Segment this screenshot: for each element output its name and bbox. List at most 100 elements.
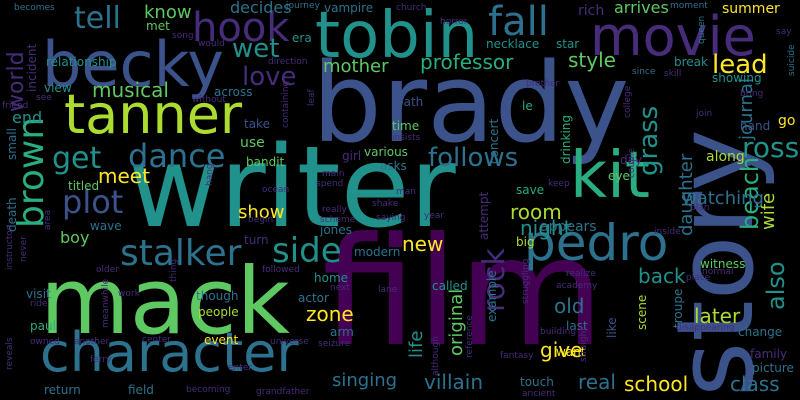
word-picture: picture <box>752 361 794 375</box>
word-brother: brother <box>526 79 560 89</box>
word-ride: ride <box>30 299 48 309</box>
word-pedro: pedro <box>524 214 669 272</box>
word-go: go <box>778 113 796 129</box>
word-small: small <box>5 128 19 160</box>
word-paul: paul <box>30 319 56 333</box>
word-enter: enter <box>228 363 253 373</box>
word-back: back <box>638 264 686 288</box>
word-visit: visit <box>26 287 51 301</box>
word-saying: saying <box>376 213 406 223</box>
word-follows: follows <box>428 143 519 173</box>
word-ross: ross <box>742 131 800 164</box>
word-want: want <box>556 345 586 359</box>
word-family: family <box>750 347 788 361</box>
word-moment: moment <box>670 1 708 11</box>
word-year: year <box>424 211 445 221</box>
word-plot: plot <box>62 183 124 221</box>
word-across: across <box>214 85 253 99</box>
word-fantasy: fantasy <box>500 351 534 361</box>
word-movie: movie <box>590 5 756 68</box>
word-lead: lead <box>712 50 768 80</box>
word-know: know <box>144 2 192 23</box>
word-becky: becky <box>42 28 224 101</box>
word-area: area <box>43 209 53 230</box>
word-show: show <box>238 202 285 223</box>
word-becoming: becoming <box>186 385 231 395</box>
word-asks: asks <box>380 159 407 173</box>
word-academy: academy <box>556 281 598 291</box>
word-summer: summer <box>722 1 780 17</box>
word-drinking: drinking <box>559 115 573 164</box>
word-though: though <box>196 289 239 303</box>
word-musical: musical <box>92 78 169 102</box>
word-later: later <box>694 304 741 328</box>
word-field: field <box>128 383 154 397</box>
word-insists: insists <box>392 133 421 143</box>
word-meet: meet <box>98 164 150 188</box>
word-school: school <box>624 372 689 396</box>
word-join: join <box>696 109 713 119</box>
word-couple: couple <box>627 148 637 178</box>
word-lane: lane <box>378 285 398 295</box>
word-realize: realize <box>566 269 596 279</box>
word-church: church <box>396 3 427 13</box>
word-turn: turn <box>244 233 269 247</box>
word-since: since <box>632 67 656 77</box>
word-ocean: ocean <box>262 185 290 195</box>
word-vampire: vampire <box>324 1 374 15</box>
word-witness: witness <box>700 257 746 271</box>
word-universe: universe <box>270 337 309 347</box>
word-incident: incident <box>25 43 39 92</box>
word-writer: writer <box>128 123 456 253</box>
word-reveals: reveals <box>5 337 15 370</box>
word-keep: keep <box>548 179 570 189</box>
word-class: class <box>730 372 780 396</box>
word-watching: watching <box>682 188 764 209</box>
word-day: day <box>620 153 643 167</box>
word-struggling: struggling <box>521 258 531 304</box>
word-queen: queen <box>697 15 707 44</box>
word-owned: owned <box>30 337 60 347</box>
word-attempt: attempt <box>477 191 491 240</box>
word-tell: tell <box>74 1 121 36</box>
word-leaf: leaf <box>307 89 317 106</box>
word-hand: hand <box>740 119 771 133</box>
word-grandfather: grandfather <box>256 387 310 397</box>
word-le: le <box>522 99 533 113</box>
word-various: various <box>364 145 408 159</box>
word-main: main <box>322 169 345 179</box>
word-mother: mother <box>323 56 389 77</box>
word-style: style <box>568 48 616 72</box>
word-appears: appears <box>540 219 597 235</box>
word-journey: journey <box>286 1 320 11</box>
word-example: example <box>485 270 499 322</box>
word-life: life <box>406 330 427 358</box>
word-suicide: suicide <box>787 44 797 76</box>
word-center: center <box>142 335 171 345</box>
word-reference: reference <box>465 315 475 358</box>
word-like: like <box>605 317 619 338</box>
word-skill: skill <box>664 69 682 79</box>
word-work: work <box>118 289 140 299</box>
word-without: without <box>192 95 226 105</box>
word-use: use <box>240 135 265 151</box>
word-really: really <box>322 205 347 215</box>
word-eye: eye <box>608 169 630 183</box>
word-stalker: stalker <box>120 233 242 274</box>
word-film: film <box>322 206 605 380</box>
word-old: old <box>554 294 585 318</box>
word-another: another <box>74 337 110 347</box>
word-character: character <box>40 321 299 384</box>
word-boy: boy <box>60 228 90 247</box>
word-older: older <box>96 265 119 275</box>
word-kit: kit <box>570 139 650 213</box>
word-villain: villain <box>424 370 483 394</box>
word-along: along <box>706 149 745 165</box>
word-mack: mack <box>40 248 290 355</box>
word-zone: zone <box>306 302 354 326</box>
word-touch: touch <box>520 375 554 389</box>
word-new: new <box>402 232 444 256</box>
word-jones: jones <box>320 223 352 237</box>
word-relationship: relationship <box>46 55 117 69</box>
